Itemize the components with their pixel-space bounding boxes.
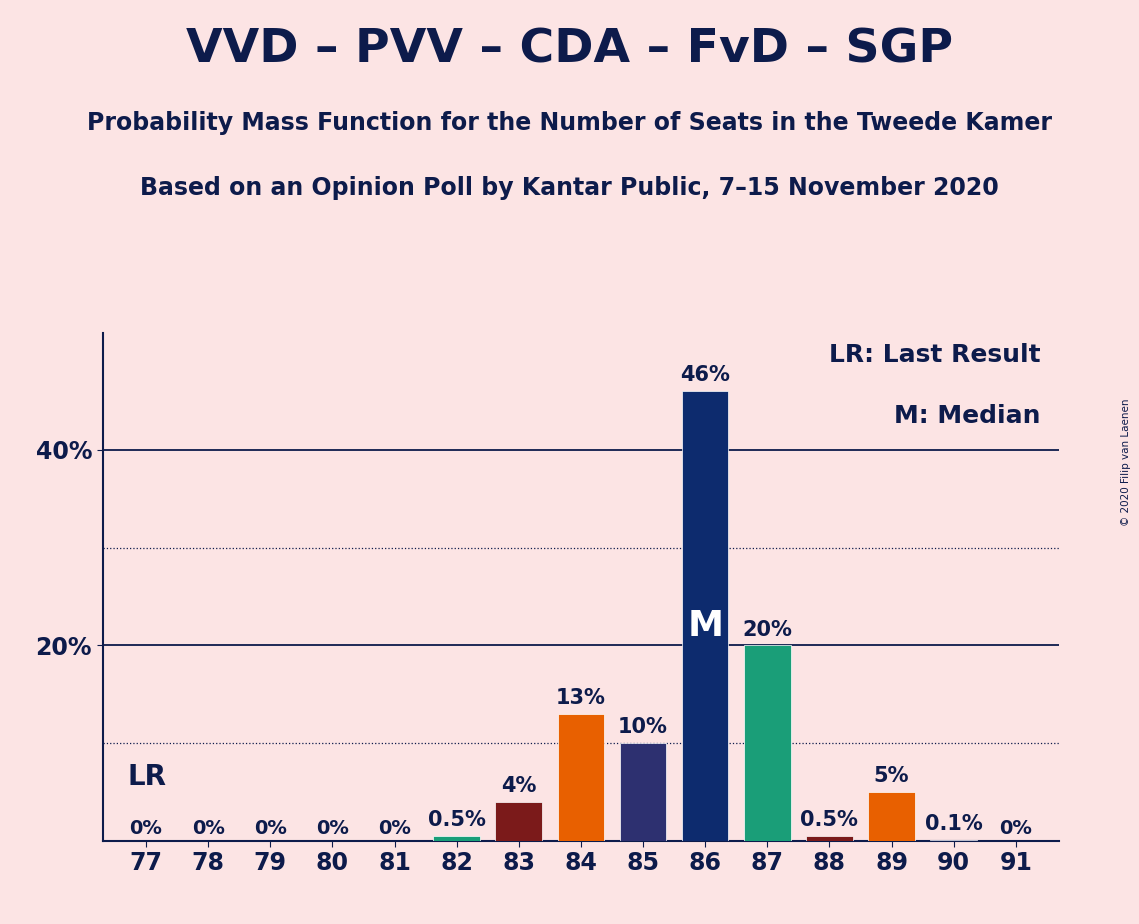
Text: 4%: 4% [501, 776, 536, 796]
Text: 0%: 0% [999, 819, 1032, 838]
Text: 0%: 0% [254, 819, 287, 838]
Text: © 2020 Filip van Laenen: © 2020 Filip van Laenen [1121, 398, 1131, 526]
Text: 0%: 0% [191, 819, 224, 838]
Text: 0.1%: 0.1% [925, 814, 983, 834]
Text: 0.5%: 0.5% [428, 810, 485, 830]
Text: 0.5%: 0.5% [801, 810, 859, 830]
Text: 0%: 0% [130, 819, 163, 838]
Bar [682, 391, 729, 841]
Text: 0%: 0% [316, 819, 349, 838]
Bar [495, 802, 542, 841]
Text: 46%: 46% [680, 365, 730, 385]
Text: LR: Last Result: LR: Last Result [828, 343, 1040, 367]
Text: 0%: 0% [378, 819, 411, 838]
Text: LR: LR [128, 763, 166, 791]
Bar [868, 792, 915, 841]
Text: Based on an Opinion Poll by Kantar Public, 7–15 November 2020: Based on an Opinion Poll by Kantar Publi… [140, 176, 999, 200]
Text: 10%: 10% [618, 717, 667, 737]
Bar [744, 645, 790, 841]
Bar [806, 836, 853, 841]
Text: 20%: 20% [743, 619, 793, 639]
Text: Probability Mass Function for the Number of Seats in the Tweede Kamer: Probability Mass Function for the Number… [87, 111, 1052, 135]
Bar [558, 713, 604, 841]
Text: VVD – PVV – CDA – FvD – SGP: VVD – PVV – CDA – FvD – SGP [186, 28, 953, 73]
Bar [931, 840, 977, 841]
Text: 13%: 13% [556, 688, 606, 708]
Bar [433, 836, 480, 841]
Text: 5%: 5% [874, 766, 909, 786]
Text: M: Median: M: Median [894, 404, 1040, 428]
Bar [620, 743, 666, 841]
Text: M: M [687, 609, 723, 643]
